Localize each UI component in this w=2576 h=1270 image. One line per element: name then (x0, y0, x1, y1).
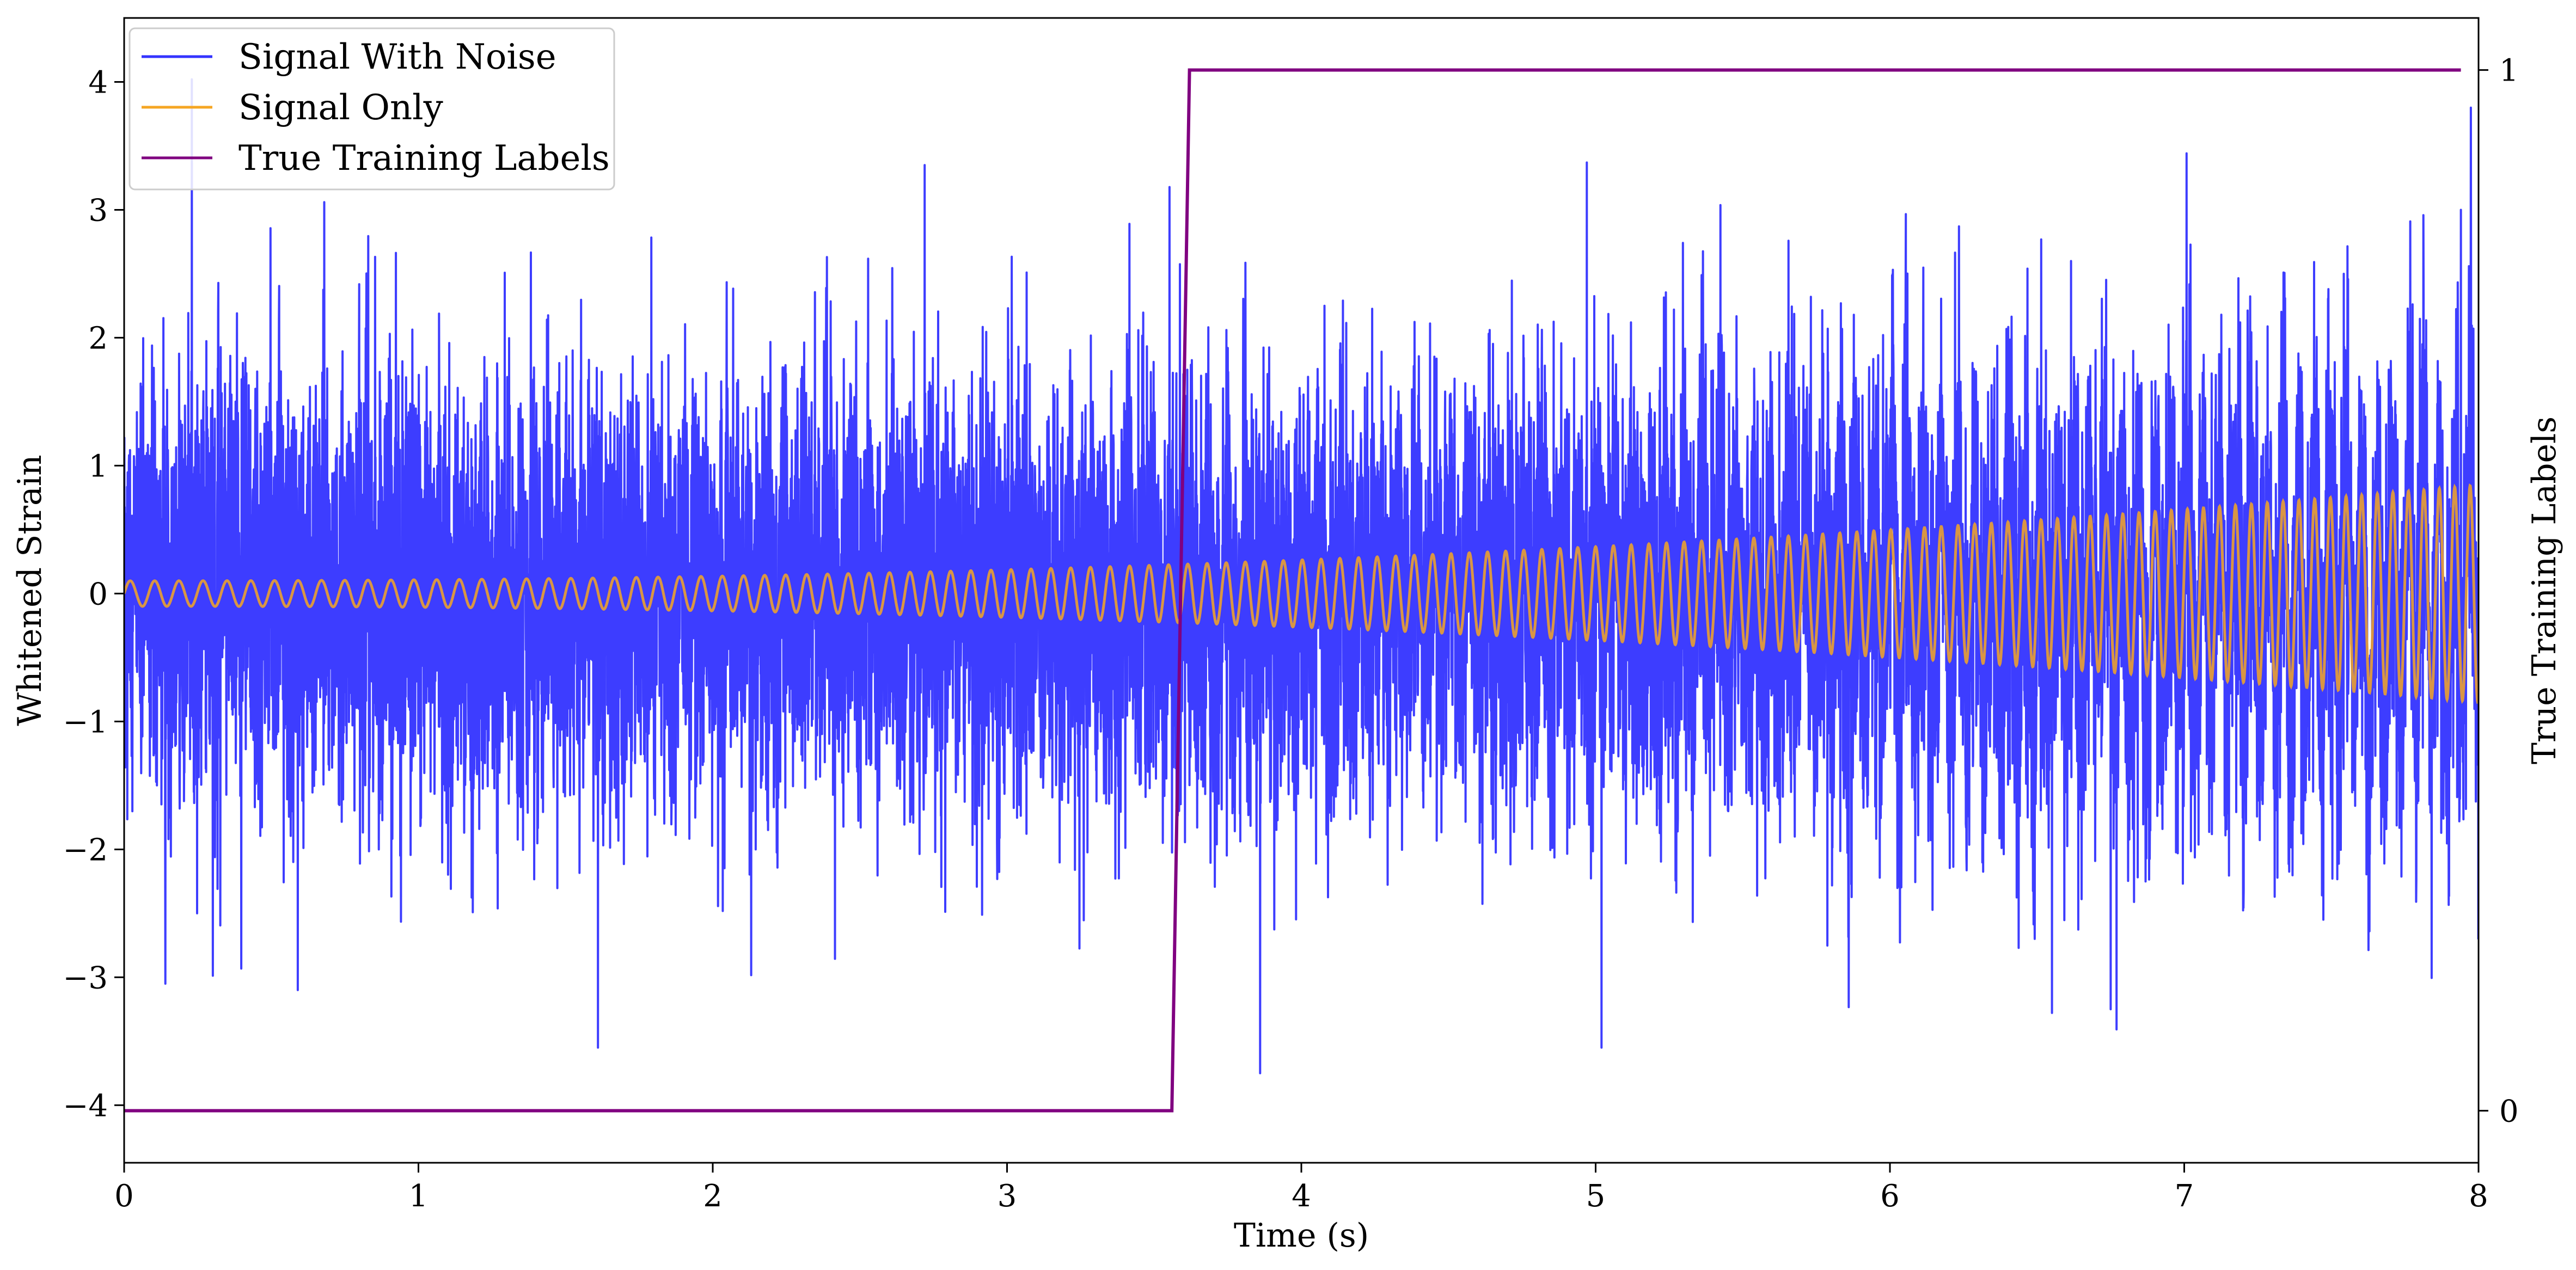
y-tick-label: −1 (63, 704, 108, 740)
x-axis: 0 1 2 3 4 5 6 7 8 (114, 1163, 2488, 1214)
x-tick-label: 3 (998, 1179, 1017, 1214)
x-tick-label: 1 (409, 1179, 429, 1214)
series-signal-only (124, 483, 2479, 704)
y-tick-label: −2 (63, 832, 108, 868)
series-signal-with-noise (124, 78, 2479, 1075)
y-tick-label: 0 (88, 576, 108, 612)
y-tick-label: 3 (88, 193, 108, 228)
y2-axis: 01 (2479, 53, 2519, 1129)
y-axis: −4 −3 −2 −1 0 1 2 3 4 (63, 65, 124, 1124)
legend-box (129, 27, 615, 191)
series-layer (124, 68, 2479, 1113)
x-axis-title: Time (s) (1234, 1217, 1369, 1255)
legend-label-signal-with-noise: Signal With Noise (238, 37, 556, 77)
x-tick-label: 6 (1880, 1179, 1900, 1214)
y2-tick-label: 1 (2499, 53, 2519, 89)
legend: Signal With Noise Signal Only True Train… (129, 27, 615, 191)
x-tick-label: 5 (1586, 1179, 1606, 1214)
legend-label-signal-only: Signal Only (238, 88, 443, 128)
y-tick-label: 2 (88, 321, 108, 356)
y-tick-label: −4 (63, 1088, 108, 1124)
y-tick-label: 4 (88, 65, 108, 100)
y2-tick-label: 0 (2499, 1094, 2519, 1129)
x-tick-label: 0 (114, 1179, 134, 1214)
legend-label-true-training-labels: True Training Labels (238, 138, 610, 179)
y-tick-label: 1 (88, 449, 108, 484)
y-axis-title: Whitened Strain (11, 455, 49, 726)
series-true-training-labels (124, 68, 2461, 1113)
x-tick-label: 7 (2175, 1179, 2194, 1214)
y-tick-label: −3 (63, 960, 108, 996)
x-tick-label: 4 (1292, 1179, 1311, 1214)
y2-axis-title: True Training Labels (2525, 416, 2563, 764)
x-tick-label: 2 (703, 1179, 723, 1214)
x-tick-label: 8 (2469, 1179, 2488, 1214)
